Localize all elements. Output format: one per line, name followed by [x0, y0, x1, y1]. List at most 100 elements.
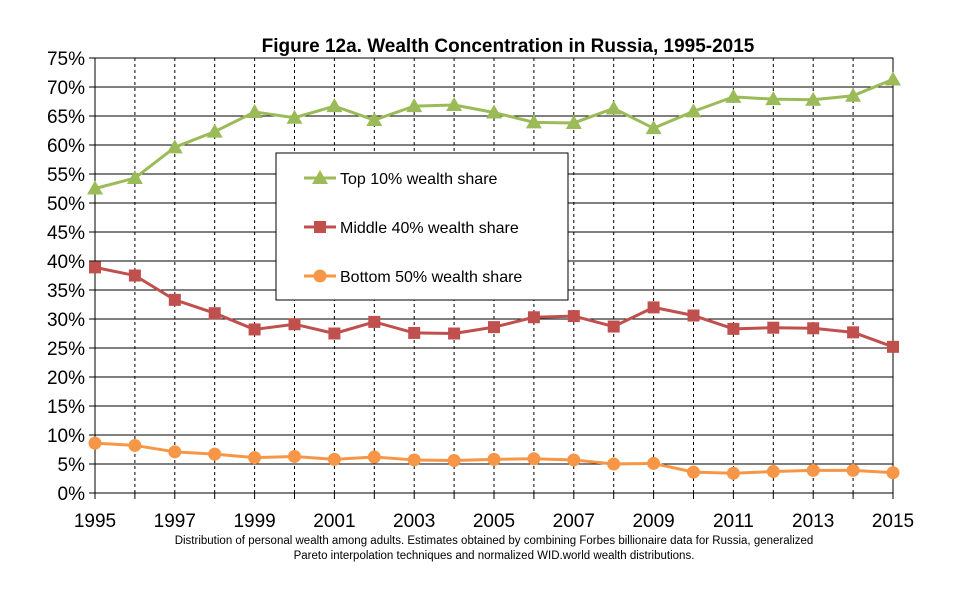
data-point-0	[126, 170, 143, 185]
data-point-0	[286, 109, 303, 124]
footnote-line-1: Distribution of personal wealth among ad…	[175, 535, 814, 547]
y-tick-label: 75%	[47, 49, 85, 70]
x-tick-label: 2011	[713, 511, 754, 532]
data-point-0	[206, 123, 223, 138]
data-point-1	[847, 326, 860, 339]
x-tick-label: 2009	[632, 511, 674, 532]
y-tick-label: 35%	[47, 281, 85, 302]
legend-label: Top 10% wealth share	[340, 171, 498, 188]
data-point-2	[726, 466, 740, 480]
y-tick-label: 25%	[47, 339, 85, 360]
data-point-1	[488, 321, 500, 334]
data-point-2	[487, 452, 501, 466]
x-tick-label: 1995	[74, 511, 116, 532]
legend-label: Middle 40% wealth share	[340, 220, 519, 237]
x-tick-label: 2013	[792, 511, 834, 532]
data-point-2	[886, 466, 900, 480]
data-point-0	[605, 100, 622, 115]
series-group	[87, 71, 901, 480]
data-point-1	[527, 311, 540, 324]
data-point-0	[685, 103, 702, 118]
y-tick-label: 30%	[47, 310, 85, 331]
y-tick-label: 70%	[47, 78, 85, 99]
x-tick-label: 2015	[872, 511, 914, 532]
y-tick-label: 45%	[47, 223, 85, 244]
y-tick-label: 20%	[47, 368, 85, 389]
data-point-1	[248, 323, 261, 336]
data-point-2	[208, 447, 222, 461]
data-point-1	[567, 310, 580, 323]
legend-swatch-marker	[313, 269, 327, 283]
legend: Top 10% wealth share Middle 40% wealth sh…	[275, 152, 569, 301]
data-point-1	[368, 315, 381, 328]
legend-label: Bottom 50% wealth share	[340, 269, 522, 286]
data-point-2	[647, 456, 661, 470]
data-point-1	[607, 320, 620, 333]
data-point-2	[248, 451, 262, 465]
data-point-1	[288, 318, 301, 331]
y-tick-label: 50%	[47, 194, 85, 215]
data-point-2	[766, 465, 780, 479]
y-axis-ticks: 0% 5% 10% 15% 20% 25% 30% 35% 40% 45% 50% 55% 60% 65%…	[47, 49, 85, 505]
y-tick-label: 40%	[47, 252, 85, 273]
data-point-2	[806, 463, 820, 477]
data-point-0	[446, 96, 463, 111]
data-point-2	[607, 457, 621, 471]
plot-area-border	[94, 57, 894, 494]
x-tick-label: 2007	[553, 511, 595, 532]
x-tick-label: 1997	[154, 511, 196, 532]
data-point-1	[727, 322, 740, 335]
data-point-0	[406, 98, 423, 113]
y-tick-label: 10%	[47, 426, 85, 447]
data-point-1	[128, 269, 141, 282]
data-point-0	[166, 139, 183, 154]
data-point-2	[168, 445, 182, 459]
data-point-2	[567, 453, 581, 467]
data-point-1	[89, 261, 101, 274]
data-point-1	[767, 321, 780, 334]
data-point-0	[805, 91, 822, 106]
data-point-0	[725, 88, 742, 103]
data-point-2	[447, 454, 461, 468]
y-tick-label: 5%	[58, 455, 86, 476]
y-tick-label: 55%	[47, 165, 85, 186]
data-point-2	[407, 453, 421, 467]
data-point-2	[128, 438, 142, 452]
data-point-0	[845, 87, 862, 102]
data-point-2	[687, 465, 700, 479]
legend-swatch-marker	[312, 170, 328, 184]
data-point-1	[647, 301, 660, 314]
data-point-0	[87, 180, 103, 195]
data-point-0	[486, 104, 502, 119]
x-tick-label: 2003	[393, 511, 435, 532]
data-point-0	[326, 98, 343, 113]
data-point-2	[846, 463, 860, 477]
data-point-2	[367, 450, 381, 464]
footnote-line-2: Pareto interpolation techniques and norm…	[294, 550, 695, 562]
data-point-2	[88, 436, 102, 450]
data-point-0	[565, 114, 582, 129]
data-point-0	[246, 103, 263, 118]
data-point-1	[887, 340, 899, 353]
data-point-1	[408, 326, 421, 339]
y-tick-label: 0%	[58, 484, 86, 505]
data-point-1	[328, 327, 341, 340]
x-tick-label: 2001	[313, 511, 355, 532]
data-point-0	[525, 114, 542, 129]
data-point-1	[168, 293, 181, 306]
data-point-0	[765, 91, 782, 106]
data-point-0	[645, 120, 662, 135]
chart-title: Figure 12a. Wealth Concentration in Russ…	[262, 36, 755, 57]
x-tick-label: 1999	[233, 511, 275, 532]
data-point-0	[885, 71, 901, 86]
y-tick-label: 15%	[47, 397, 85, 418]
legend-swatch-marker	[314, 221, 326, 233]
y-tick-label: 65%	[47, 107, 85, 128]
data-point-1	[687, 309, 700, 322]
y-tick-label: 60%	[47, 136, 85, 157]
data-point-2	[288, 449, 301, 463]
x-tick-label: 2005	[473, 511, 515, 532]
x-axis-ticks: 1995 1997 1999 2001 2003 2005 2007 2009 2011 2013…	[74, 511, 914, 532]
data-point-1	[807, 322, 820, 335]
